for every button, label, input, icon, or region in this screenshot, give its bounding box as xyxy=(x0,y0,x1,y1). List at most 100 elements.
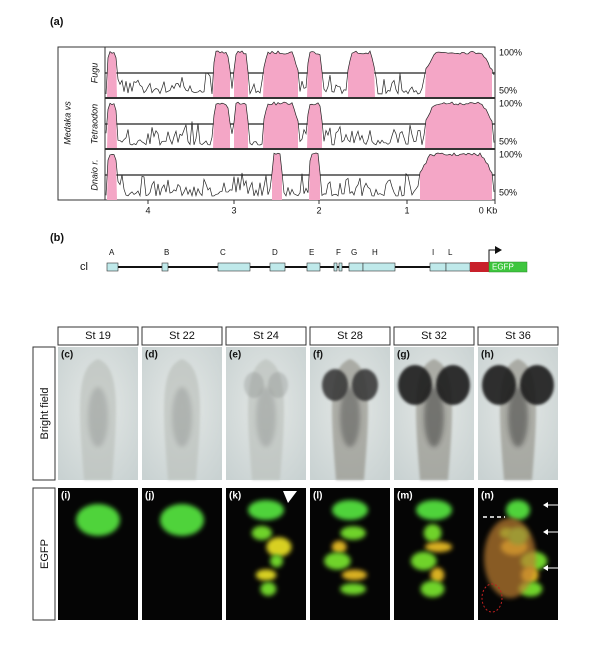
conserved-region xyxy=(425,102,492,149)
scale-top: 100% xyxy=(499,149,522,159)
promoter xyxy=(470,262,489,272)
panel-label: (n) xyxy=(481,491,494,502)
panel-label: (i) xyxy=(61,491,70,502)
axis-label: 4 xyxy=(145,205,150,215)
stage-box xyxy=(57,326,139,346)
conserved-region xyxy=(348,51,375,98)
element-box xyxy=(269,262,286,272)
conserved-region xyxy=(234,102,248,149)
row-label: EGFP xyxy=(39,539,51,569)
panel-label: (l) xyxy=(313,491,322,502)
panel-label: (b) xyxy=(50,232,64,244)
conserved-region xyxy=(234,51,248,98)
scale-bottom: 50% xyxy=(499,85,517,95)
panel-label: (j) xyxy=(145,491,154,502)
signal xyxy=(260,582,277,596)
signal xyxy=(270,554,283,568)
construct-label: cl xyxy=(80,261,88,273)
track-name: Dnaio r. xyxy=(89,159,99,190)
panel-label: (f) xyxy=(313,350,323,361)
image-grid: Bright field (c) (d) (e) (f) (g) (h) EGFP (i) (j)… xyxy=(32,326,572,621)
brain xyxy=(340,387,360,447)
conserved-region xyxy=(213,103,230,149)
signal xyxy=(420,580,445,598)
conserved-region xyxy=(307,102,322,149)
signal xyxy=(324,552,351,570)
element-box xyxy=(338,262,343,272)
conserved-region xyxy=(107,154,117,200)
signal xyxy=(416,500,452,520)
panel-label: (m) xyxy=(397,491,413,502)
comparison-label: Medaka vs xyxy=(62,101,72,145)
conserved-region xyxy=(309,153,320,200)
arrowhead xyxy=(283,491,297,503)
pointer-head xyxy=(543,502,548,508)
element-box xyxy=(306,262,321,272)
eye xyxy=(268,372,288,398)
eye xyxy=(244,372,264,398)
stage-label: St 28 xyxy=(337,330,363,342)
stage-label: St 19 xyxy=(85,330,111,342)
panel-label: (h) xyxy=(481,350,494,361)
conserved-region xyxy=(425,51,492,98)
row-label: Bright field xyxy=(39,388,51,440)
scale-bottom: 50% xyxy=(499,187,517,197)
annotation: Te xyxy=(562,500,571,509)
row-label-box xyxy=(32,487,56,621)
axis-label: 2 xyxy=(316,205,321,215)
stage-box xyxy=(309,326,391,346)
eye xyxy=(436,365,470,405)
signal xyxy=(484,518,536,598)
stage-box xyxy=(477,326,559,346)
axis-label: 3 xyxy=(231,205,236,215)
track-name: Fugu xyxy=(89,63,99,84)
signal xyxy=(251,525,272,541)
signal xyxy=(331,540,347,554)
element-label: I xyxy=(432,248,434,257)
signal xyxy=(424,541,453,553)
tss-arrow xyxy=(488,249,495,262)
signal xyxy=(340,583,367,595)
reporter-label: EGFP xyxy=(492,263,514,272)
annotation: Hy xyxy=(562,527,572,536)
stage-label: St 32 xyxy=(421,330,447,342)
axis-label: 1 xyxy=(404,205,409,215)
row-label-box xyxy=(32,346,56,481)
annotation: Th xyxy=(562,563,571,572)
conserved-region xyxy=(107,103,117,149)
reporter-box xyxy=(488,261,528,273)
tracks: Fugu 100% 50% Tetraodon 100% 50% Dnaio r. 100% 5… xyxy=(89,47,522,200)
stage-label: St 22 xyxy=(169,330,195,342)
element-label: F xyxy=(336,248,341,257)
element-label: L xyxy=(448,248,453,257)
brain xyxy=(256,387,276,447)
panel-label: (d) xyxy=(145,350,158,361)
element-box xyxy=(348,262,364,272)
signal xyxy=(423,524,442,542)
signal xyxy=(332,500,368,520)
pointer-head xyxy=(543,565,548,571)
conservation-curve xyxy=(105,101,495,146)
conserved-region xyxy=(420,153,492,200)
scale-top: 100% xyxy=(499,98,522,108)
panel-label: (a) xyxy=(50,16,64,28)
panel-label: (e) xyxy=(229,350,241,361)
element-box xyxy=(429,262,447,272)
element-box xyxy=(445,262,471,272)
element-box xyxy=(217,262,251,272)
eye xyxy=(352,369,378,401)
conserved-region xyxy=(307,51,322,98)
conservation-curve xyxy=(105,50,495,95)
element-label: H xyxy=(372,248,378,257)
panel-label: (k) xyxy=(229,491,241,502)
scale-top: 100% xyxy=(499,47,522,57)
stage-label: St 24 xyxy=(253,330,279,342)
signal xyxy=(340,526,366,540)
axis-label: 0 Kb xyxy=(479,205,498,215)
element-label: G xyxy=(351,248,357,257)
conserved-region xyxy=(272,153,282,200)
signal xyxy=(255,569,277,581)
brain xyxy=(88,387,108,447)
element-label: B xyxy=(164,248,169,257)
